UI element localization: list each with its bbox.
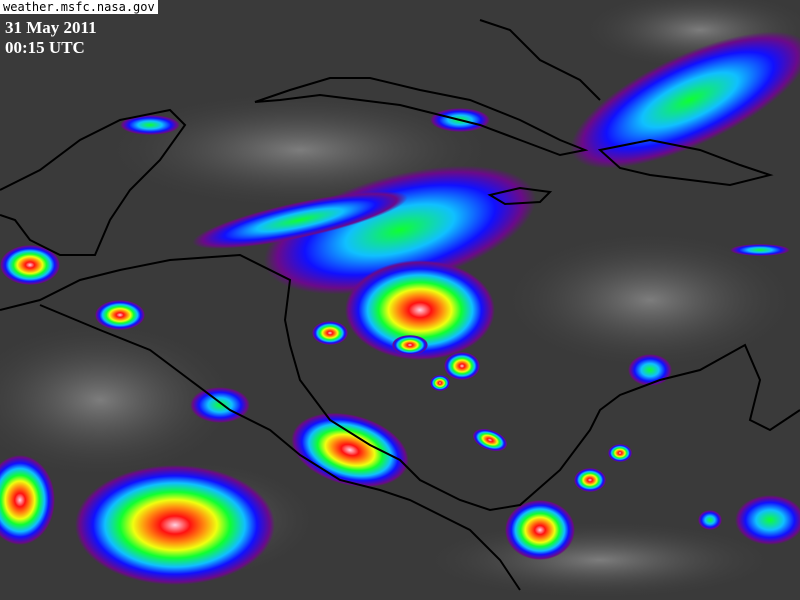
cloud-haze-patch: [420, 520, 780, 600]
hispaniola-coastline: [597, 138, 774, 187]
storm-cloud: [574, 468, 606, 492]
storm-cloud: [120, 115, 180, 135]
storm-cloud: [444, 352, 480, 380]
storm-cloud: [0, 455, 55, 545]
bahamas-coastline: [479, 19, 601, 101]
yucatan-coastline: [0, 108, 187, 256]
cloud-haze-patch: [500, 230, 800, 370]
cloud-haze-patch: [0, 320, 240, 480]
storm-cloud: [698, 510, 722, 530]
storm-cloud: [312, 321, 348, 345]
storm-cloud: [0, 245, 60, 285]
storm-cloud: [190, 387, 250, 423]
storm-cloud: [472, 428, 508, 452]
coastlines: [0, 19, 800, 591]
convective-storms: [0, 31, 800, 585]
date-label: 31 May 2011: [5, 18, 97, 37]
storm-cloud: [570, 31, 800, 169]
cuba-coastline: [254, 77, 589, 157]
storm-cloud: [730, 244, 790, 256]
storm-cloud: [430, 375, 450, 391]
storm-cloud: [192, 191, 408, 249]
pacific-coastline: [39, 304, 521, 591]
time-label: 00:15 UTC: [5, 38, 85, 57]
storm-cloud: [345, 260, 495, 360]
source-label: weather.msfc.nasa.gov: [0, 0, 158, 14]
storm-cloud: [628, 354, 672, 386]
storm-cloud: [392, 335, 428, 355]
jamaica-coastline: [487, 186, 553, 206]
storm-cloud: [608, 444, 632, 462]
storm-cloud: [505, 500, 575, 560]
storm-cloud: [75, 465, 275, 585]
storm-cloud: [735, 495, 800, 545]
storm-cloud: [95, 300, 145, 330]
central-america-coastline: [0, 253, 800, 512]
